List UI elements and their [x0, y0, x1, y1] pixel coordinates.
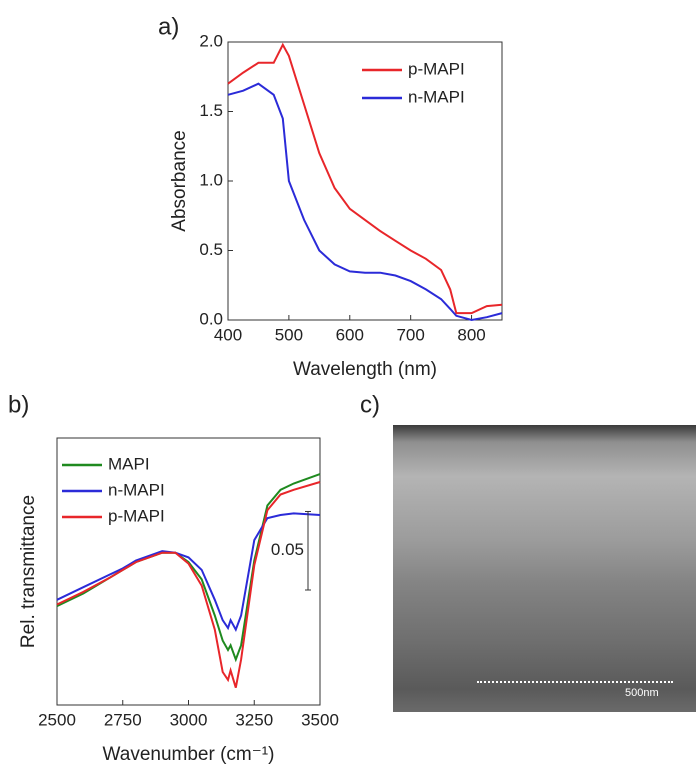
series-line: [57, 482, 320, 688]
x-tick-label: 2750: [104, 710, 142, 729]
x-tick-label: 800: [457, 325, 485, 344]
plot-frame: [228, 42, 502, 320]
y-axis-label: Absorbance: [169, 130, 190, 231]
y-tick-label: 2.0: [199, 31, 223, 50]
charts: a) b) c) 4005006007008000.00.51.01.52.0W…: [0, 0, 696, 774]
series-line: [57, 513, 320, 629]
legend-label: p-MAPI: [408, 59, 465, 78]
series-line: [228, 84, 502, 320]
y-axis-label: Rel. transmittance: [18, 495, 39, 648]
x-tick-label: 600: [336, 325, 364, 344]
scale-label: 0.05: [271, 540, 304, 559]
legend-label: n-MAPI: [108, 480, 165, 499]
series-line: [57, 474, 320, 659]
panel-label: b): [8, 391, 29, 418]
panel-label: c): [360, 391, 380, 418]
x-axis-label: Wavenumber (cm⁻¹): [103, 744, 275, 765]
panel-label: a): [158, 13, 179, 40]
y-tick-label: 0.5: [199, 240, 223, 259]
x-tick-label: 3500: [301, 710, 339, 729]
legend-label: n-MAPI: [408, 87, 465, 106]
x-tick-label: 3000: [170, 710, 208, 729]
x-tick-label: 500: [275, 325, 303, 344]
y-tick-label: 1.5: [199, 101, 223, 120]
y-tick-label: 0.0: [199, 309, 223, 328]
x-tick-label: 700: [396, 325, 424, 344]
legend-label: MAPI: [108, 454, 150, 473]
plot-frame: [57, 438, 320, 705]
legend-label: p-MAPI: [108, 506, 165, 525]
x-tick-label: 3250: [235, 710, 273, 729]
x-tick-label: 2500: [38, 710, 76, 729]
y-tick-label: 1.0: [199, 170, 223, 189]
figure: 500nm a) b) c) 4005006007008000.00.51.01…: [0, 0, 696, 774]
x-axis-label: Wavelength (nm): [293, 359, 437, 380]
